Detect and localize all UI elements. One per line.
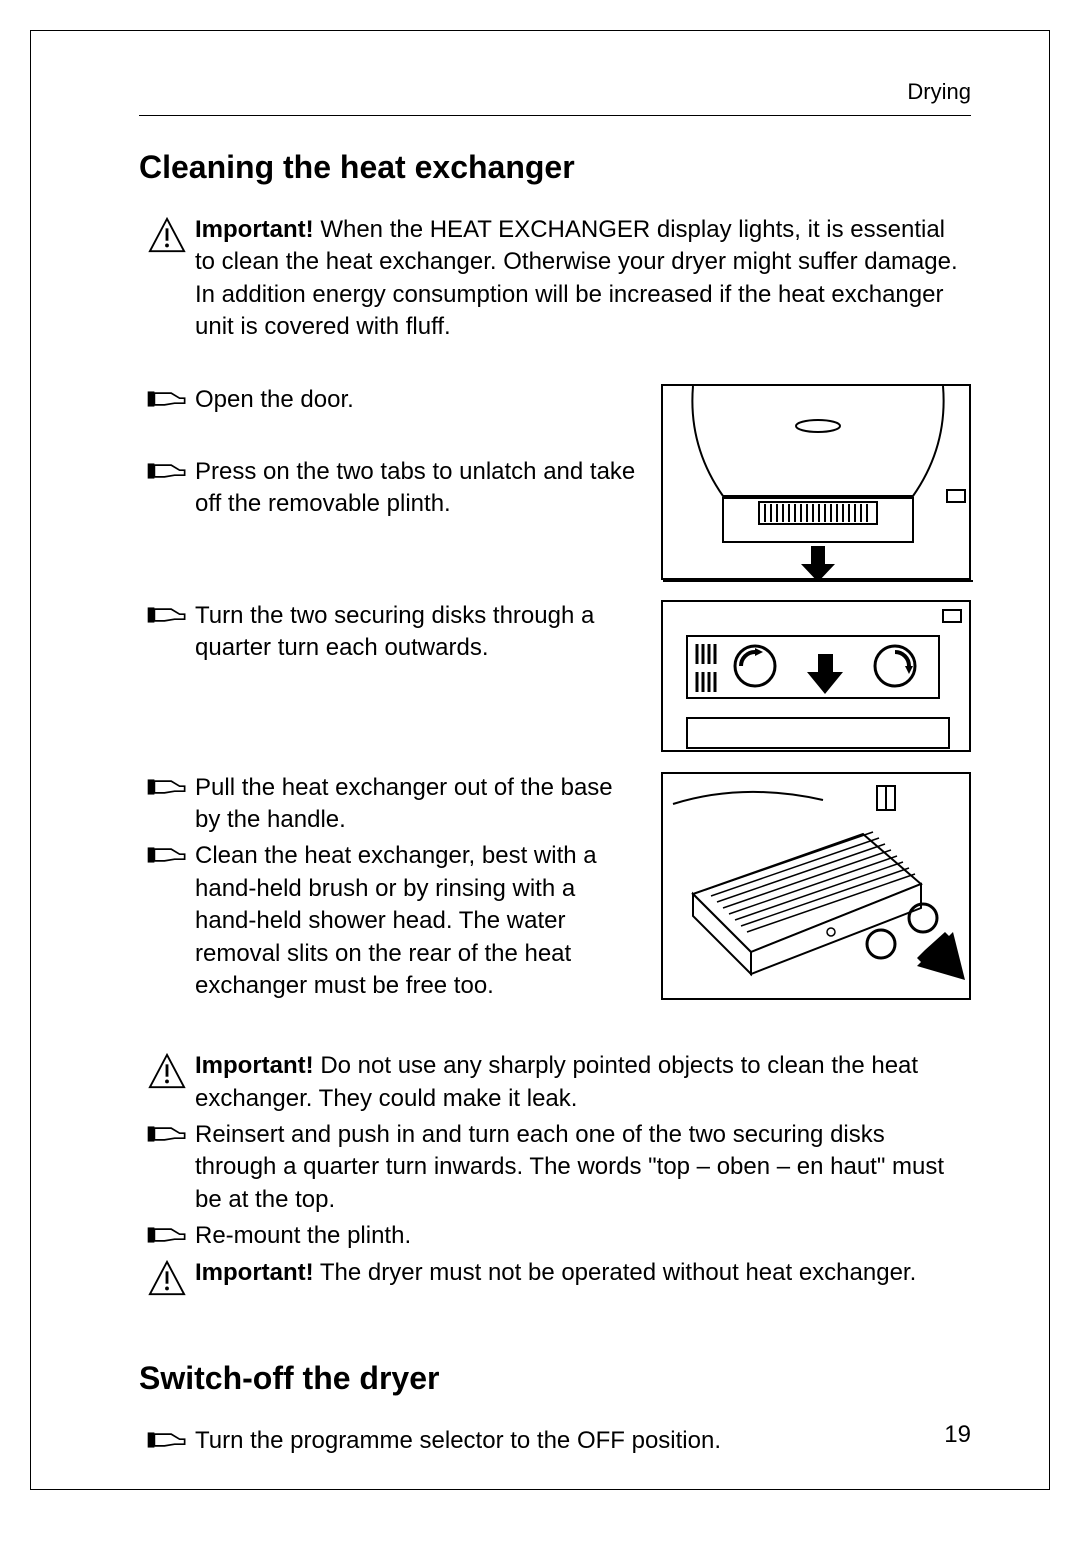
heading-cleaning: Cleaning the heat exchanger [139, 149, 971, 186]
step-6-text: Reinsert and push in and turn each one o… [195, 1119, 971, 1216]
warning-block-2: Important! Do not use any sharply pointe… [139, 1050, 971, 1115]
heading-switch-off: Switch-off the dryer [139, 1360, 971, 1397]
warning-text-2: Important! Do not use any sharply pointe… [195, 1050, 971, 1115]
step-7: Re-mount the plinth. [139, 1220, 971, 1252]
step-8-text: Turn the programme selector to the OFF p… [195, 1425, 971, 1457]
diagram-3 [661, 772, 971, 1000]
step-2: Press on the two tabs to unlatch and tak… [139, 456, 649, 521]
important-label: Important! [195, 1052, 314, 1079]
hand-icon [139, 600, 195, 628]
step-row-1: Open the door. Press on the two tabs to … [139, 384, 971, 580]
hand-icon [139, 1220, 195, 1248]
step-1: Open the door. [139, 384, 649, 416]
step-row-2: Turn the two securing disks through a qu… [139, 600, 971, 752]
step-4-text: Pull the heat exchanger out of the base … [195, 772, 649, 837]
warning-block-3: Important! The dryer must not be operate… [139, 1257, 971, 1302]
step-2-text: Press on the two tabs to unlatch and tak… [195, 456, 649, 521]
step-5-text: Clean the heat exchanger, best with a ha… [195, 840, 649, 1002]
step-3: Turn the two securing disks through a qu… [139, 600, 649, 665]
header-section-label: Drying [907, 79, 971, 105]
hand-icon [139, 1425, 195, 1453]
page-number: 19 [944, 1421, 971, 1449]
manual-page: Drying Cleaning the heat exchanger Impor… [30, 30, 1050, 1490]
warning-icon [139, 1257, 195, 1302]
step-6: Reinsert and push in and turn each one o… [139, 1119, 971, 1216]
step-1-text: Open the door. [195, 384, 649, 416]
header-divider [139, 115, 971, 116]
hand-icon [139, 384, 195, 412]
warning-icon [139, 1050, 195, 1095]
important-label: Important! [195, 1259, 314, 1286]
warning-text-1: Important! When the HEAT EXCHANGER displ… [195, 214, 971, 344]
step-7-text: Re-mount the plinth. [195, 1220, 971, 1252]
warning-text-3: Important! The dryer must not be operate… [195, 1257, 971, 1289]
warning-body-3: The dryer must not be operated without h… [320, 1259, 916, 1286]
step-3-text: Turn the two securing disks through a qu… [195, 600, 649, 665]
step-4: Pull the heat exchanger out of the base … [139, 772, 649, 837]
warning-block-1: Important! When the HEAT EXCHANGER displ… [139, 214, 971, 344]
step-8: Turn the programme selector to the OFF p… [139, 1425, 971, 1457]
important-label: Important! [195, 216, 314, 243]
hand-icon [139, 456, 195, 484]
step-5: Clean the heat exchanger, best with a ha… [139, 840, 649, 1002]
diagram-1 [661, 384, 971, 580]
warning-icon [139, 214, 195, 259]
hand-icon [139, 1119, 195, 1147]
hand-icon [139, 840, 195, 868]
hand-icon [139, 772, 195, 800]
diagram-2 [661, 600, 971, 752]
step-row-3: Pull the heat exchanger out of the base … [139, 772, 971, 1007]
